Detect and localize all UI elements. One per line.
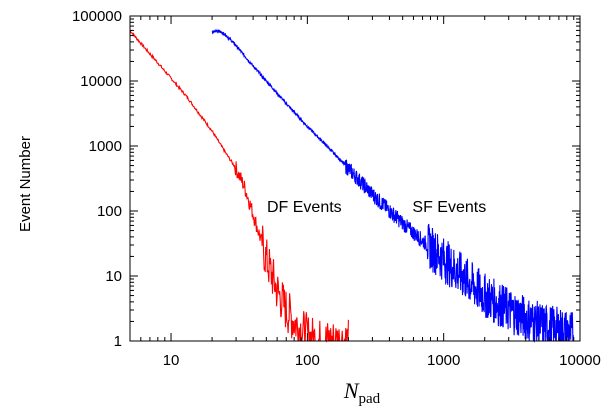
tick-labels: 1 10 100 1000 10000 100000 10 100 1000 10000 (72, 8, 601, 369)
series-line-blue (211, 28, 575, 343)
x-axis-label: Npad (343, 378, 381, 407)
y-tick-label: 100000 (72, 8, 122, 25)
annotations: DF Events SF Events (267, 199, 486, 216)
y-tick-label: 1 (114, 333, 122, 350)
x-tick-label: 10 (163, 352, 180, 369)
x-tick-label: 100 (295, 352, 320, 369)
plot-frame (129, 15, 581, 342)
series-curves (129, 28, 575, 343)
y-axis-label: Event Number (17, 136, 34, 232)
x-tick-label: 10000 (559, 352, 601, 369)
x-axis-label-main: N (343, 378, 360, 403)
y-tick-label: 10 (105, 268, 122, 285)
series-line-red (129, 30, 349, 343)
annotation-label: DF Events (267, 199, 342, 216)
x-tick-label: 1000 (427, 352, 460, 369)
axis-ticks (129, 15, 581, 342)
y-tick-label: 1000 (89, 138, 122, 155)
y-tick-label: 100 (97, 203, 122, 220)
annotation-label: SF Events (412, 199, 486, 216)
x-axis-label-subscript: pad (359, 391, 381, 407)
y-tick-label: 10000 (80, 73, 122, 90)
